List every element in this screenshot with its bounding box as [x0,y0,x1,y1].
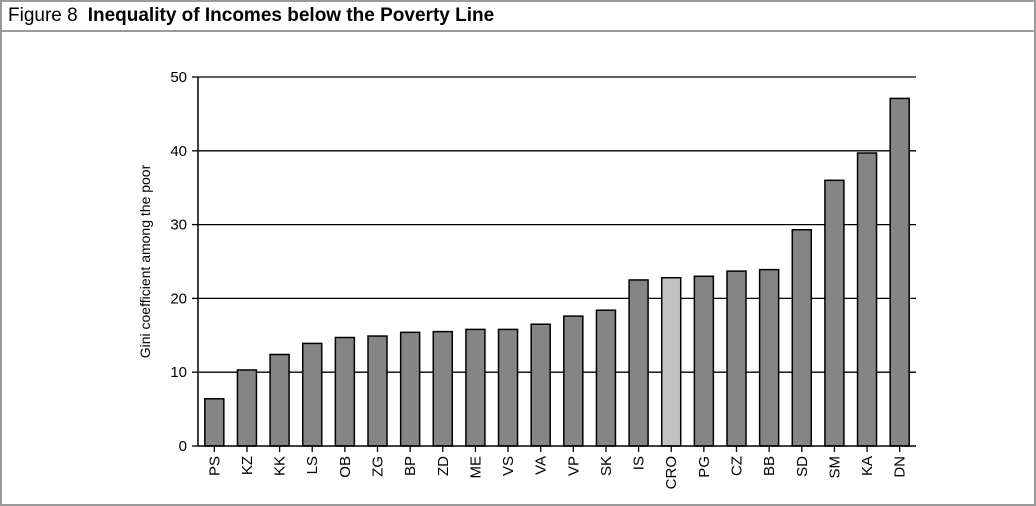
x-tick-label: VS [500,456,517,476]
x-tick-label: ZG [370,456,387,477]
x-tick-label: SK [598,456,615,476]
x-tick-label: PS [206,456,223,476]
bar-ob [334,336,356,447]
y-tick-label: 20 [170,290,187,307]
figure-header: Figure 8 Inequality of Incomes below the… [2,2,1034,32]
x-tick-label: ME [467,456,484,479]
x-tick-label: ZD [435,456,452,476]
bar-ls [301,342,323,447]
y-tick-labels: 0 10 20 30 40 50 [170,69,187,455]
bar-dn [889,97,910,447]
y-tick-label: 0 [179,438,187,455]
x-tick-label: SM [826,456,843,479]
x-tick-label: SD [794,456,811,477]
y-tick-label: 30 [170,217,187,234]
x-tick-label: KA [859,456,876,476]
bar-is [628,279,649,447]
x-tick-label: DN [892,456,909,478]
x-tick-label: BP [402,456,419,476]
bar-kz [236,369,258,447]
bars [204,97,910,447]
x-tick-label: KK [272,456,289,476]
bar-me [465,328,486,447]
bar-zg [367,335,388,447]
x-tick-label: PG [696,456,713,478]
x-tick-labels: PS KZ KK LS OB ZG BP ZD ME VS VA VP SK IS CRO PG CZ BB SD S… [206,446,909,489]
x-tick-label: IS [631,456,648,470]
x-tick-label: LS [304,456,321,474]
bar-sk [595,309,617,447]
bar-kk [269,353,290,447]
bar-cz [726,270,747,447]
figure-label: Figure 8 [8,5,78,26]
x-tick-label: BB [761,456,778,476]
bar-sd [791,229,813,447]
x-tick-label: CZ [729,456,746,476]
y-tick-label: 40 [170,143,187,160]
figure-title: Inequality of Incomes below the Poverty … [87,5,495,26]
bar-bb [758,268,780,447]
y-tick-label: 50 [170,69,187,86]
bar-va [530,323,551,447]
bar-sm [824,179,845,447]
x-tick-label: KZ [239,456,256,475]
bar-vs [497,328,519,447]
axes [197,77,916,447]
x-tick-label: OB [337,456,354,478]
x-tick-label: CRO [663,456,680,489]
bar-ps [204,398,225,447]
bar-cro [660,276,682,447]
bar-vp [563,315,584,447]
x-tick-label: VA [533,456,550,475]
x-tick-label: VP [565,456,582,476]
bar-ka [856,152,878,447]
y-tick-label: 10 [170,364,187,381]
y-axis-title: Gini coefficient among the poor [137,164,153,358]
bar-pg [693,275,715,447]
bar-zd [432,330,454,447]
bar-bp [399,331,421,447]
